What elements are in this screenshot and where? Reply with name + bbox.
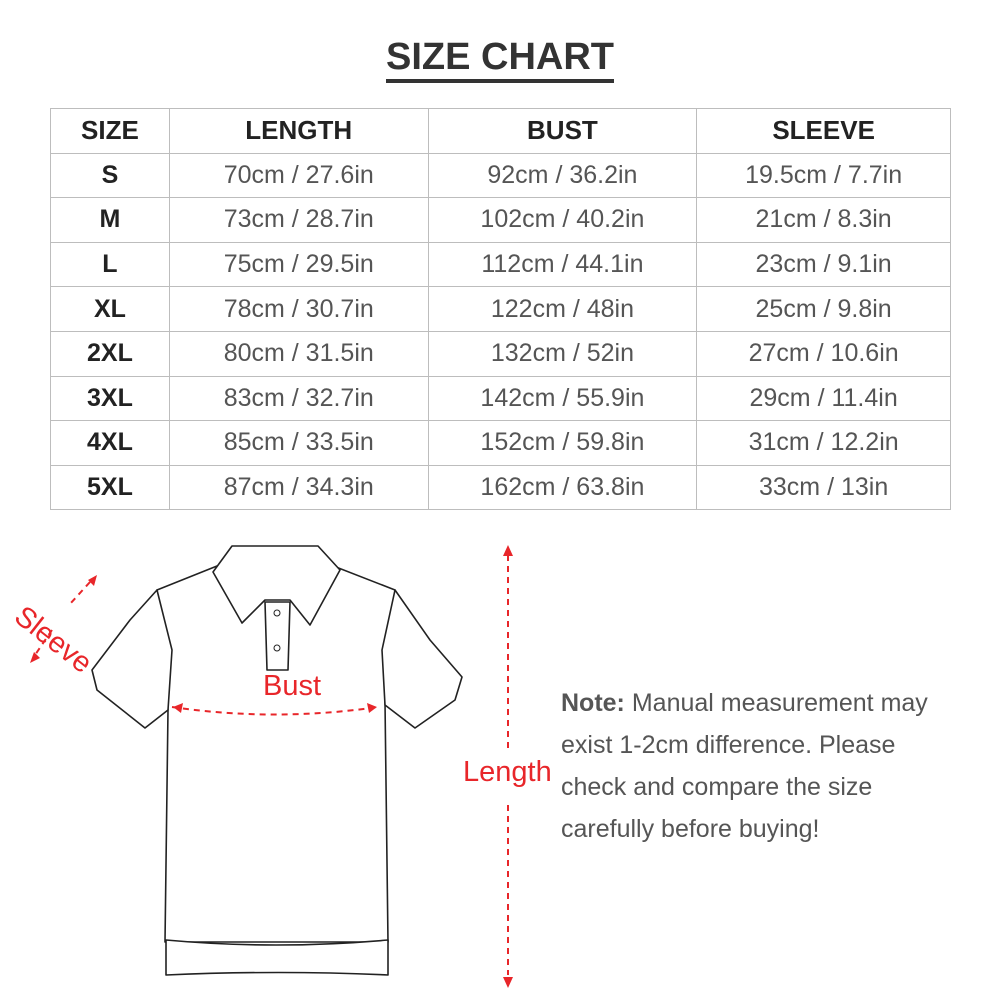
left-sleeve [91,589,173,729]
measure-cell: 142cm / 55.9in [427,375,698,422]
bust-label: Bust [263,670,322,702]
measure-cell: 29cm / 11.4in [696,375,951,422]
measurement-note: Note: Manual measurement may exist 1-2cm… [561,689,928,843]
sleeve-measure-line [34,629,53,656]
measure-cell: 80cm / 31.5in [168,330,429,377]
size-cell: 3XL [50,375,170,422]
measure-cell: 83cm / 32.7in [168,375,429,422]
collar [212,545,341,626]
table-row: 2XL 80cm / 31.5in 132cm / 52in 27cm / 10.6i… [50,330,951,377]
table-row: L 75cm / 29.5in 112cm / 44.1in 23cm / 9.1in [50,241,951,288]
measure-cell: 23cm / 9.1in [696,241,951,288]
page-title: SIZE CHART [0,36,1000,83]
column-header: SLEEVE [696,108,951,154]
table-row: M 73cm / 28.7in 102cm / 40.2in 21cm / 8.3in [50,197,951,243]
size-cell: S [50,152,170,199]
sleeve-measure-line [69,581,91,605]
column-header: SIZE [50,108,170,154]
table-row: XL 78cm / 30.7in 122cm / 48in 25cm / 9.8in [50,286,951,332]
measure-cell: 152cm / 59.8in [427,420,698,466]
measure-cell: 122cm / 48in [427,286,698,332]
arrow-icon [30,652,40,663]
measure-cell: 73cm / 28.7in [168,197,429,243]
placket [264,601,291,671]
arrow-icon [173,703,183,713]
measure-cell: 85cm / 33.5in [168,420,429,466]
measure-cell: 162cm / 63.8in [427,464,698,511]
arrow-down-icon [503,977,513,988]
button [273,609,281,617]
table-row: 4XL 85cm / 33.5in 152cm / 59.8in 31cm / 12.… [50,420,951,466]
measure-cell: 87cm / 34.3in [168,464,429,511]
arrow-icon [88,575,97,586]
measure-cell: 31cm / 12.2in [696,420,951,466]
right-sleeve [381,589,463,729]
table-row: 3XL 83cm / 32.7in 142cm / 55.9in 29cm / 11.… [50,375,951,422]
bust-measure-line [171,706,379,716]
size-table: SIZE LENGTH BUST SLEEVE S 70cm / 27.6in 92cm … [50,108,951,511]
polo-shirt-diagram [30,545,513,988]
measure-cell: 75cm / 29.5in [168,241,429,288]
measure-cell: 25cm / 9.8in [696,286,951,332]
button [273,644,281,652]
measure-cell: 70cm / 27.6in [168,152,429,199]
length-label: Length [463,756,552,789]
measure-cell: 102cm / 40.2in [427,197,698,243]
column-header: LENGTH [168,108,429,154]
measure-cell: 92cm / 36.2in [427,152,698,199]
size-cell: 4XL [50,420,170,466]
size-cell: 2XL [50,330,170,377]
measure-cell: 27cm / 10.6in [696,330,951,377]
column-header: BUST [427,108,698,154]
size-cell: XL [50,286,170,332]
measure-cell: 19.5cm / 7.7in [696,152,951,199]
arrow-up-icon [503,545,513,556]
measure-cell: 112cm / 44.1in [427,241,698,288]
size-cell: 5XL [50,464,170,511]
shirt-hem [165,939,389,976]
measure-cell: 33cm / 13in [696,464,951,511]
table-row: 5XL 87cm / 34.3in 162cm / 63.8in 33cm / 13i… [50,464,951,511]
measure-cell: 78cm / 30.7in [168,286,429,332]
size-cell: L [50,241,170,288]
size-cell: M [50,197,170,243]
arrow-icon [367,703,377,713]
table-row: S 70cm / 27.6in 92cm / 36.2in 19.5cm / 7.7i… [50,152,951,199]
table-header-row: SIZE LENGTH BUST SLEEVE [50,108,951,154]
measure-cell: 21cm / 8.3in [696,197,951,243]
measure-cell: 132cm / 52in [427,330,698,377]
